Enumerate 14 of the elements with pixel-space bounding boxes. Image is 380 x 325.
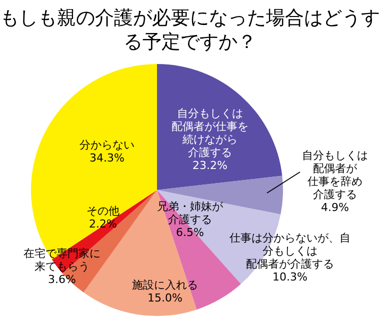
- data-label: 6.5%: [176, 226, 204, 239]
- slice-label: 分からない: [80, 138, 134, 152]
- data-label: 10.3%: [272, 270, 308, 284]
- data-label: 15.0%: [148, 291, 182, 304]
- slice-label: 兄弟・姉妹が介護する: [157, 200, 224, 226]
- data-label: 4.9%: [321, 200, 349, 214]
- slice-label: 自分もしくは配偶者が仕事を辞め介護する: [302, 148, 368, 201]
- chart-title: もしも親の介護が必要になった場合はどうする予定ですか？: [0, 6, 380, 55]
- slice-label: その他: [86, 204, 120, 218]
- data-label: 23.2%: [192, 158, 228, 172]
- slice-label: 施設に入れる: [132, 278, 198, 292]
- slice-label: 仕事は分からないが、自分もしくは配偶者が介護する: [230, 231, 350, 270]
- slice-label: 自分もしくは配偶者が仕事を続けながら介護する: [172, 106, 248, 159]
- data-label: 34.3%: [90, 151, 124, 164]
